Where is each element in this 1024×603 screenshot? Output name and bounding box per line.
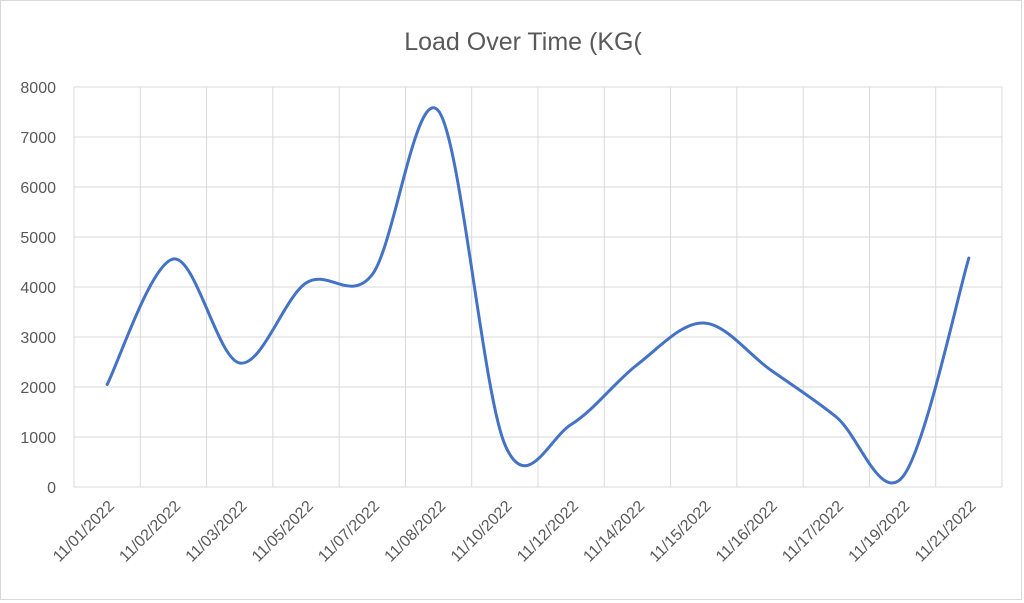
x-tick-label: 11/12/2022 bbox=[514, 498, 582, 566]
x-tick-label: 11/03/2022 bbox=[183, 498, 251, 566]
x-tick-label: 11/14/2022 bbox=[580, 498, 648, 566]
x-tick-label: 11/16/2022 bbox=[713, 498, 781, 566]
x-tick-label: 11/21/2022 bbox=[912, 498, 980, 566]
y-tick-label: 4000 bbox=[20, 280, 56, 297]
series-layer bbox=[105, 106, 971, 485]
y-tick-label: 8000 bbox=[20, 80, 56, 97]
x-tick-label: 11/15/2022 bbox=[647, 498, 715, 566]
y-tick-label: 2000 bbox=[20, 380, 56, 397]
y-tick-label: 0 bbox=[47, 480, 56, 497]
x-tick-label: 11/19/2022 bbox=[846, 498, 914, 566]
series-line-0 bbox=[105, 106, 971, 485]
gridlines bbox=[73, 86, 1003, 488]
x-tick-label: 11/02/2022 bbox=[116, 498, 184, 566]
y-tick-label: 7000 bbox=[20, 130, 56, 147]
y-tick-label: 3000 bbox=[20, 330, 56, 347]
x-tick-label: 11/01/2022 bbox=[50, 498, 118, 566]
y-tick-label: 6000 bbox=[20, 180, 56, 197]
y-axis: 0 1000 2000 3000 4000 5000 6000 7000 8000 bbox=[20, 80, 56, 497]
x-tick-label: 11/17/2022 bbox=[779, 498, 847, 566]
y-tick-label: 1000 bbox=[20, 430, 56, 447]
x-tick-label: 11/10/2022 bbox=[448, 498, 516, 566]
y-tick-label: 5000 bbox=[20, 230, 56, 247]
x-axis: 11/01/202211/02/202211/03/202211/05/2022… bbox=[50, 498, 980, 566]
x-tick-label: 11/05/2022 bbox=[249, 498, 317, 566]
x-tick-label: 11/07/2022 bbox=[315, 498, 383, 566]
x-tick-label: 11/08/2022 bbox=[382, 498, 450, 566]
chart-title: Load Over Time (KG( bbox=[404, 28, 642, 56]
